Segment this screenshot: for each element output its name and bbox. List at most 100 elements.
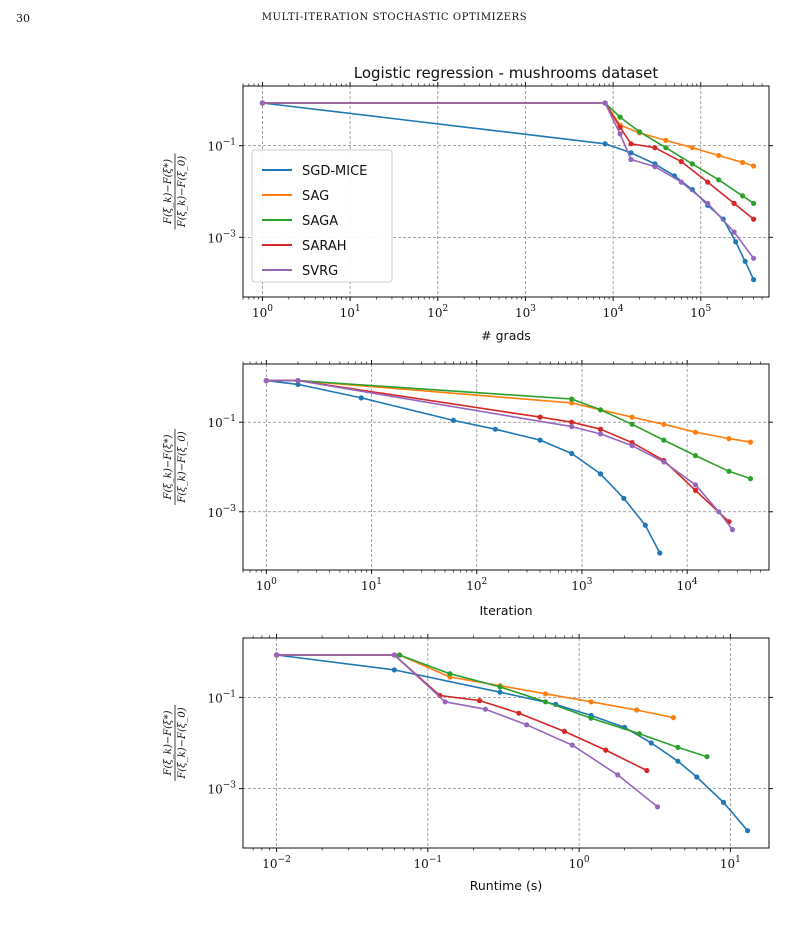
x-tick-label: 10−1	[414, 855, 443, 871]
chart-panel-3: 10−2 10−1 100 101 10−1 10−3 Runtime (s) F(ξ_k)−…	[163, 634, 773, 893]
y-tick-label: 10−3	[207, 504, 236, 520]
y-tick-label: 10−1	[207, 138, 236, 154]
chart-panel-1: 100 101 102 103 104 105 10−1 10−3 Logistic regre…	[163, 64, 773, 343]
data-point-svrg	[602, 100, 608, 106]
x-tick-label: 103	[515, 304, 536, 320]
data-point-sgd-mice	[628, 150, 634, 156]
plot-frame	[242, 637, 770, 849]
legend-label-svrg: SVRG	[302, 264, 338, 279]
page-header: 30 MULTI-ITERATION STOCHASTIC OPTIMIZERS	[0, 0, 789, 40]
plot-frame	[242, 85, 770, 298]
data-point-svrg	[391, 652, 397, 658]
data-point-sag	[661, 421, 667, 427]
data-point-saga	[661, 437, 667, 443]
y-tick-label: 10−3	[207, 781, 236, 797]
data-point-saga	[569, 396, 575, 402]
data-point-sgd-mice	[497, 689, 503, 695]
series-line-saga	[276, 654, 708, 758]
data-point-sarah	[628, 141, 634, 147]
data-point-sgd-mice	[745, 828, 751, 834]
data-point-svrg	[274, 652, 280, 658]
data-point-sag	[588, 699, 594, 705]
data-point-sgd-mice	[597, 471, 604, 477]
data-point-sarah	[569, 419, 575, 425]
data-point-sgd-mice	[537, 437, 543, 443]
data-point-svrg	[692, 482, 699, 488]
series-line-sgd-mice	[276, 654, 749, 832]
data-point-saga	[663, 145, 669, 151]
data-point-saga	[636, 731, 642, 737]
data-point-sag	[542, 691, 549, 697]
data-point-sgd-mice	[642, 522, 648, 528]
chart-title: Logistic regression - mushrooms dataset	[354, 64, 659, 82]
data-point-sarah	[477, 698, 483, 704]
x-tick-label: 104	[603, 304, 624, 320]
data-point-svrg	[569, 424, 575, 430]
data-point-sarah	[705, 179, 711, 185]
x-tick-label: 105	[690, 304, 711, 320]
y-label-numerator: F(ξ_k)−F(ξ*)	[163, 434, 174, 500]
data-point-sgd-mice	[675, 758, 681, 764]
data-point-sgd-mice	[694, 774, 700, 780]
data-point-sgd-mice	[492, 426, 498, 432]
y-axis-label: F(ξ_k)−F(ξ*) F(ξ_k)−F(ξ_0)	[163, 705, 188, 781]
data-point-svrg	[524, 722, 530, 728]
data-point-sgd-mice	[391, 667, 397, 673]
data-point-sarah	[561, 728, 568, 735]
legend-label-saga: SAGA	[302, 214, 338, 229]
series-line-sgd-mice	[266, 379, 661, 554]
data-point-saga	[447, 671, 453, 677]
data-point-svrg	[597, 431, 604, 437]
x-tick-label: 100	[256, 577, 277, 593]
data-point-sgd-mice	[733, 239, 739, 245]
y-tick-label: 10−1	[207, 414, 236, 430]
y-axis-label: F(ξ_k)−F(ξ*) F(ξ_k)−F(ξ_0)	[163, 153, 188, 230]
y-tick-label: 10−3	[207, 229, 236, 245]
y-label-denominator: F(ξ_k)−F(ξ_0)	[177, 156, 188, 228]
x-tick-label: 103	[571, 577, 592, 593]
data-point-sgd-mice	[569, 450, 575, 457]
data-point-sarah	[692, 487, 699, 493]
y-axis-label: F(ξ_k)−F(ξ*) F(ξ_k)−F(ξ_0)	[163, 429, 188, 505]
x-tick-label: 101	[361, 577, 382, 593]
data-point-saga	[747, 476, 754, 482]
data-point-svrg	[705, 200, 711, 206]
page-number: 30	[16, 12, 30, 25]
data-point-svrg	[569, 742, 575, 748]
data-point-sarah	[617, 124, 623, 130]
data-point-svrg	[482, 706, 488, 712]
data-point-saga	[629, 421, 635, 427]
data-point-sarah	[597, 426, 604, 432]
data-point-sgd-mice	[602, 141, 608, 147]
data-point-saga	[497, 684, 503, 690]
data-point-sag	[629, 414, 635, 420]
data-point-sag	[716, 152, 722, 159]
data-point-svrg	[729, 527, 736, 533]
data-point-sgd-mice	[621, 495, 627, 501]
x-tick-label: 101	[720, 855, 741, 871]
data-point-sag	[634, 707, 640, 713]
data-point-svrg	[263, 378, 269, 384]
data-point-sgd-mice	[450, 417, 456, 423]
y-label-denominator: F(ξ_k)−F(ξ_0)	[177, 431, 188, 503]
y-label-numerator: F(ξ_k)−F(ξ*)	[163, 710, 174, 776]
legend: SGD-MICE SAG SAGA SARAH SVRG	[251, 149, 393, 283]
y-tick-label: 10−1	[207, 689, 236, 705]
data-point-sarah	[603, 747, 609, 753]
data-point-saga	[542, 699, 549, 705]
legend-label-sag: SAG	[302, 189, 329, 204]
data-point-saga	[588, 715, 594, 721]
data-point-svrg	[661, 459, 667, 465]
y-label-numerator: F(ξ_k)−F(ξ*)	[163, 159, 174, 225]
x-tick-label: 100	[252, 304, 273, 320]
data-point-sgd-mice	[720, 799, 727, 806]
x-tick-label: 100	[569, 855, 590, 871]
legend-label-sgd-mice: SGD-MICE	[302, 164, 367, 179]
series-line-svrg	[266, 379, 734, 531]
data-point-sarah	[516, 710, 522, 716]
x-tick-label: 102	[466, 577, 487, 593]
series-line-sarah	[276, 654, 648, 772]
data-point-sag	[747, 439, 754, 445]
legend-box	[251, 149, 393, 283]
x-axis-label: # grads	[481, 328, 531, 343]
